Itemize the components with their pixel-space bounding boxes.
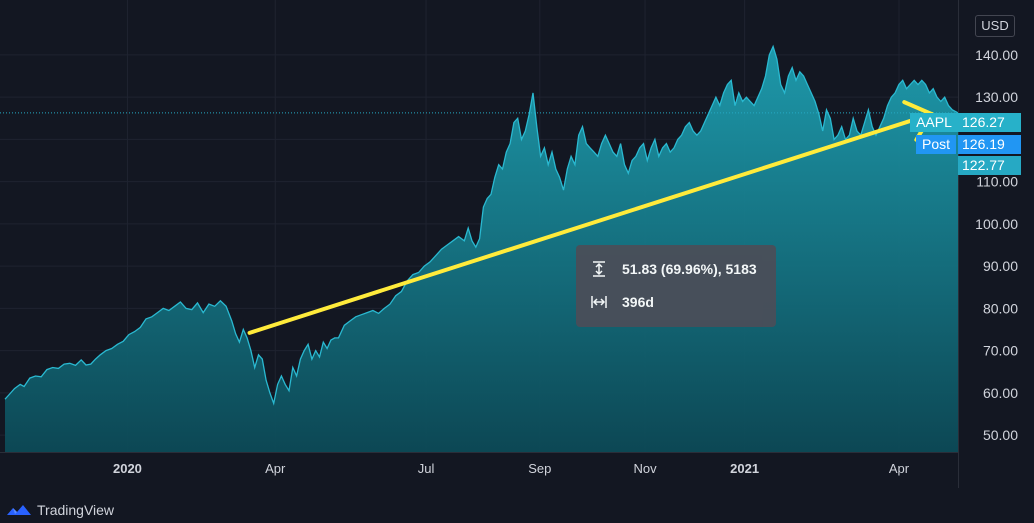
symbol-tag: AAPL (910, 113, 958, 132)
time-axis-label: Sep (528, 461, 551, 476)
tradingview-logo[interactable]: TradingView (6, 502, 114, 518)
price-axis-label: 60.00 (983, 385, 1018, 401)
footer-bar (0, 497, 1034, 523)
price-axis-label: 90.00 (983, 258, 1018, 274)
price-axis-label: 80.00 (983, 300, 1018, 316)
brand-name: TradingView (37, 502, 115, 518)
price-axis-label: 50.00 (983, 427, 1018, 443)
measure-tooltip: 51.83 (69.96%), 5183 396d (576, 245, 776, 327)
trend-arrowhead (902, 100, 934, 117)
price-axis[interactable]: 140.00130.00120.00110.00100.0090.0080.00… (975, 47, 1018, 443)
measure-price-tag: 122.77 (958, 156, 1021, 175)
trend-line[interactable] (247, 112, 934, 335)
time-axis[interactable]: 2020 Apr Jul Sep Nov 2021 Apr (113, 461, 910, 476)
post-market-tag: Post (916, 135, 956, 154)
price-change-text: 51.83 (69.96%), 5183 (622, 261, 757, 277)
time-axis-label: Nov (633, 461, 657, 476)
post-market-price-tag: 126.19 (958, 135, 1021, 154)
date-range-icon (591, 296, 607, 308)
time-axis-label: 2021 (730, 461, 759, 476)
price-range-icon (593, 261, 605, 277)
price-line (4, 44, 959, 406)
time-axis-label: 2020 (113, 461, 142, 476)
time-axis-label: Jul (418, 461, 435, 476)
duration-text: 396d (622, 294, 654, 310)
price-axis-label: 130.00 (975, 89, 1018, 105)
tradingview-logo-icon (7, 505, 31, 515)
currency-button[interactable]: USD (975, 15, 1015, 37)
price-axis-label: 110.00 (976, 174, 1018, 190)
time-axis-label: Apr (265, 461, 286, 476)
time-axis-label: Apr (889, 461, 910, 476)
price-axis-label: 140.00 (975, 47, 1018, 63)
symbol-price-tag: 126.27 (958, 113, 1021, 132)
price-axis-label: 70.00 (983, 343, 1018, 359)
price-axis-label: 100.00 (975, 216, 1018, 232)
price-area-fill (5, 46, 958, 452)
